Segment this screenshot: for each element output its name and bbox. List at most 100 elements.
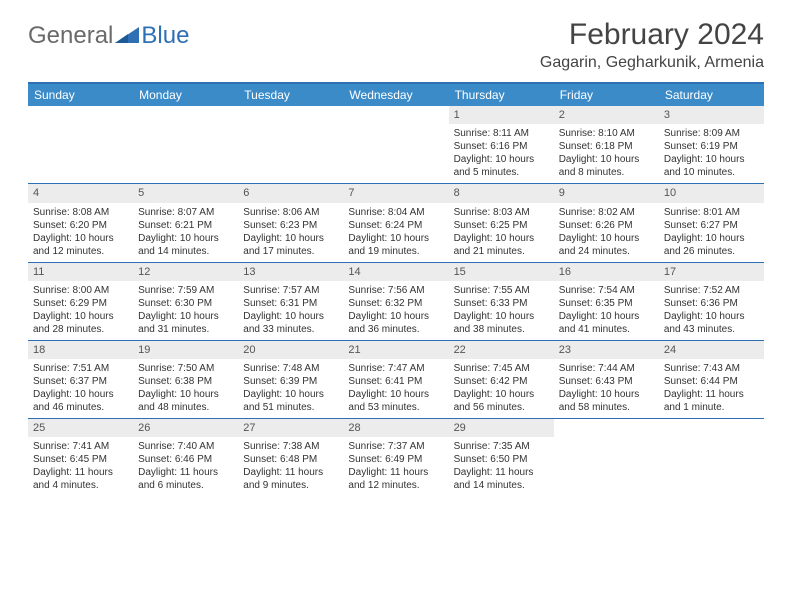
- daylight-line: Daylight: 10 hours and 28 minutes.: [33, 310, 128, 336]
- sunset-line: Sunset: 6:32 PM: [348, 297, 443, 310]
- day-cell: 19Sunrise: 7:50 AMSunset: 6:38 PMDayligh…: [133, 341, 238, 418]
- day-cell: ..: [554, 419, 659, 496]
- day-body: Sunrise: 7:51 AMSunset: 6:37 PMDaylight:…: [28, 359, 133, 418]
- sunrise-line: Sunrise: 8:02 AM: [559, 206, 654, 219]
- sunset-line: Sunset: 6:25 PM: [454, 219, 549, 232]
- day-header-monday: Monday: [133, 84, 238, 106]
- day-header-saturday: Saturday: [659, 84, 764, 106]
- day-number: 12: [133, 263, 238, 281]
- logo-text-blue: Blue: [141, 22, 189, 50]
- day-cell: 11Sunrise: 8:00 AMSunset: 6:29 PMDayligh…: [28, 263, 133, 340]
- day-header-sunday: Sunday: [28, 84, 133, 106]
- day-number: 11: [28, 263, 133, 281]
- day-cell: ..: [238, 106, 343, 183]
- logo: General Blue: [28, 18, 189, 50]
- sunrise-line: Sunrise: 7:54 AM: [559, 284, 654, 297]
- day-number: 19: [133, 341, 238, 359]
- sunrise-line: Sunrise: 7:41 AM: [33, 440, 128, 453]
- day-number: 23: [554, 341, 659, 359]
- sunrise-line: Sunrise: 7:45 AM: [454, 362, 549, 375]
- sunrise-line: Sunrise: 7:55 AM: [454, 284, 549, 297]
- daylight-line: Daylight: 10 hours and 53 minutes.: [348, 388, 443, 414]
- day-cell: 25Sunrise: 7:41 AMSunset: 6:45 PMDayligh…: [28, 419, 133, 496]
- sunset-line: Sunset: 6:41 PM: [348, 375, 443, 388]
- daylight-line: Daylight: 10 hours and 46 minutes.: [33, 388, 128, 414]
- day-body: Sunrise: 7:44 AMSunset: 6:43 PMDaylight:…: [554, 359, 659, 418]
- logo-text-general: General: [28, 22, 113, 50]
- day-number: 6: [238, 184, 343, 202]
- day-number: 26: [133, 419, 238, 437]
- day-cell: 27Sunrise: 7:38 AMSunset: 6:48 PMDayligh…: [238, 419, 343, 496]
- daylight-line: Daylight: 10 hours and 19 minutes.: [348, 232, 443, 258]
- day-body: Sunrise: 8:08 AMSunset: 6:20 PMDaylight:…: [28, 203, 133, 262]
- day-number: 9: [554, 184, 659, 202]
- sunset-line: Sunset: 6:36 PM: [664, 297, 759, 310]
- day-cell: 21Sunrise: 7:47 AMSunset: 6:41 PMDayligh…: [343, 341, 448, 418]
- day-cell: ..: [343, 106, 448, 183]
- daylight-line: Daylight: 10 hours and 21 minutes.: [454, 232, 549, 258]
- sunrise-line: Sunrise: 7:47 AM: [348, 362, 443, 375]
- sunset-line: Sunset: 6:26 PM: [559, 219, 654, 232]
- day-header-row: Sunday Monday Tuesday Wednesday Thursday…: [28, 84, 764, 106]
- day-body: Sunrise: 7:40 AMSunset: 6:46 PMDaylight:…: [133, 437, 238, 496]
- day-number: 8: [449, 184, 554, 202]
- day-cell: 8Sunrise: 8:03 AMSunset: 6:25 PMDaylight…: [449, 184, 554, 261]
- day-cell: 10Sunrise: 8:01 AMSunset: 6:27 PMDayligh…: [659, 184, 764, 261]
- day-number: 27: [238, 419, 343, 437]
- day-cell: 9Sunrise: 8:02 AMSunset: 6:26 PMDaylight…: [554, 184, 659, 261]
- sunrise-line: Sunrise: 8:10 AM: [559, 127, 654, 140]
- day-cell: 28Sunrise: 7:37 AMSunset: 6:49 PMDayligh…: [343, 419, 448, 496]
- day-cell: ..: [659, 419, 764, 496]
- day-number: 5: [133, 184, 238, 202]
- day-body: Sunrise: 7:41 AMSunset: 6:45 PMDaylight:…: [28, 437, 133, 496]
- day-body: Sunrise: 7:35 AMSunset: 6:50 PMDaylight:…: [449, 437, 554, 496]
- daylight-line: Daylight: 10 hours and 17 minutes.: [243, 232, 338, 258]
- week-row: 18Sunrise: 7:51 AMSunset: 6:37 PMDayligh…: [28, 340, 764, 418]
- sunrise-line: Sunrise: 8:06 AM: [243, 206, 338, 219]
- sunrise-line: Sunrise: 7:57 AM: [243, 284, 338, 297]
- daylight-line: Daylight: 10 hours and 31 minutes.: [138, 310, 233, 336]
- sunset-line: Sunset: 6:18 PM: [559, 140, 654, 153]
- day-header-tuesday: Tuesday: [238, 84, 343, 106]
- sunset-line: Sunset: 6:29 PM: [33, 297, 128, 310]
- day-number: 3: [659, 106, 764, 124]
- day-body: Sunrise: 8:04 AMSunset: 6:24 PMDaylight:…: [343, 203, 448, 262]
- sunset-line: Sunset: 6:38 PM: [138, 375, 233, 388]
- day-number: 1: [449, 106, 554, 124]
- day-number: 15: [449, 263, 554, 281]
- daylight-line: Daylight: 10 hours and 56 minutes.: [454, 388, 549, 414]
- day-body: Sunrise: 8:07 AMSunset: 6:21 PMDaylight:…: [133, 203, 238, 262]
- sunset-line: Sunset: 6:23 PM: [243, 219, 338, 232]
- day-header-wednesday: Wednesday: [343, 84, 448, 106]
- day-cell: 18Sunrise: 7:51 AMSunset: 6:37 PMDayligh…: [28, 341, 133, 418]
- sunrise-line: Sunrise: 8:08 AM: [33, 206, 128, 219]
- daylight-line: Daylight: 10 hours and 51 minutes.: [243, 388, 338, 414]
- day-body: Sunrise: 7:52 AMSunset: 6:36 PMDaylight:…: [659, 281, 764, 340]
- daylight-line: Daylight: 11 hours and 4 minutes.: [33, 466, 128, 492]
- day-number: 10: [659, 184, 764, 202]
- day-body: Sunrise: 7:37 AMSunset: 6:49 PMDaylight:…: [343, 437, 448, 496]
- day-cell: 7Sunrise: 8:04 AMSunset: 6:24 PMDaylight…: [343, 184, 448, 261]
- day-cell: 24Sunrise: 7:43 AMSunset: 6:44 PMDayligh…: [659, 341, 764, 418]
- daylight-line: Daylight: 10 hours and 48 minutes.: [138, 388, 233, 414]
- day-cell: 3Sunrise: 8:09 AMSunset: 6:19 PMDaylight…: [659, 106, 764, 183]
- sunset-line: Sunset: 6:37 PM: [33, 375, 128, 388]
- sunrise-line: Sunrise: 7:52 AM: [664, 284, 759, 297]
- sunrise-line: Sunrise: 8:11 AM: [454, 127, 549, 140]
- day-number: 2: [554, 106, 659, 124]
- day-body: Sunrise: 7:55 AMSunset: 6:33 PMDaylight:…: [449, 281, 554, 340]
- day-number: 16: [554, 263, 659, 281]
- calendar: Sunday Monday Tuesday Wednesday Thursday…: [28, 82, 764, 496]
- daylight-line: Daylight: 11 hours and 6 minutes.: [138, 466, 233, 492]
- day-cell: 23Sunrise: 7:44 AMSunset: 6:43 PMDayligh…: [554, 341, 659, 418]
- page-header: General Blue February 2024 Gagarin, Gegh…: [28, 18, 764, 72]
- weeks-container: ........1Sunrise: 8:11 AMSunset: 6:16 PM…: [28, 106, 764, 496]
- sunset-line: Sunset: 6:21 PM: [138, 219, 233, 232]
- day-number: 20: [238, 341, 343, 359]
- day-number: 22: [449, 341, 554, 359]
- day-body: Sunrise: 8:03 AMSunset: 6:25 PMDaylight:…: [449, 203, 554, 262]
- day-cell: 5Sunrise: 8:07 AMSunset: 6:21 PMDaylight…: [133, 184, 238, 261]
- day-cell: 26Sunrise: 7:40 AMSunset: 6:46 PMDayligh…: [133, 419, 238, 496]
- sunset-line: Sunset: 6:20 PM: [33, 219, 128, 232]
- day-body: Sunrise: 8:01 AMSunset: 6:27 PMDaylight:…: [659, 203, 764, 262]
